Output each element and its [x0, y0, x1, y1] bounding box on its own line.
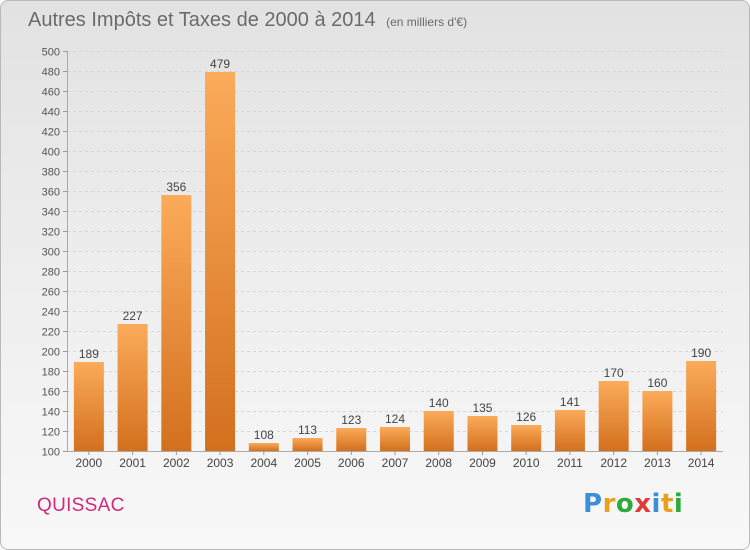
- x-tick-label: 2011: [557, 456, 583, 470]
- x-tick-label: 2013: [644, 456, 671, 470]
- bar-chart: 100 120 140 160 180 200 220 240 260 280 300 320 340 3…: [42, 47, 723, 470]
- data-label: 160: [647, 376, 667, 390]
- y-tick-label: 200: [42, 347, 60, 359]
- place-name: QUISSAC: [37, 495, 125, 516]
- bars: [73, 72, 717, 451]
- bar-2009: [467, 416, 498, 451]
- data-labels: 189 227 356 479 108 113 123 124 140 135 126 141 170 1…: [79, 57, 712, 442]
- logo-letter: o: [615, 489, 635, 519]
- y-tick-label: 180: [42, 367, 60, 379]
- bar-2007: [380, 427, 410, 451]
- bar-2012: [598, 381, 629, 451]
- y-tick-label: 160: [42, 387, 60, 399]
- bar-2013: [642, 391, 673, 451]
- y-tick-label: 300: [42, 247, 60, 259]
- x-tick-label: 2001: [119, 456, 146, 470]
- y-tick-label: 460: [42, 87, 60, 99]
- data-label: 113: [298, 423, 317, 437]
- data-label: 141: [560, 395, 580, 409]
- y-tick-label: 120: [42, 427, 60, 439]
- y-tick-label: 100: [42, 447, 60, 459]
- data-label: 135: [472, 401, 492, 415]
- y-tick-label: 400: [42, 147, 60, 159]
- y-tick-label: 140: [42, 407, 60, 419]
- bar-2001: [117, 324, 148, 451]
- data-label: 479: [210, 57, 230, 71]
- data-label: 124: [385, 412, 405, 426]
- bar-2008: [423, 411, 454, 451]
- data-label: 189: [79, 347, 99, 361]
- y-tick-label: 260: [42, 287, 60, 299]
- y-tick-label: 500: [42, 47, 60, 59]
- x-tick-label: 2002: [163, 456, 190, 470]
- x-tick-label: 2008: [425, 456, 452, 470]
- x-tick-label: 2010: [513, 456, 540, 470]
- bar-2005: [292, 438, 323, 451]
- data-label: 227: [123, 309, 143, 323]
- data-label: 126: [516, 410, 536, 424]
- logo-letter: P: [583, 489, 603, 519]
- x-tick-label: 2000: [76, 456, 103, 470]
- logo-letter: t: [660, 489, 674, 519]
- bar-2004: [248, 443, 279, 451]
- data-label: 170: [604, 366, 624, 380]
- y-tick-label: 240: [42, 307, 60, 319]
- y-tick-labels: 100 120 140 160 180 200 220 240 260 280 300 320 340 3…: [42, 47, 60, 459]
- y-tick-label: 380: [42, 167, 60, 179]
- chart-title: Autres Impôts et Taxes de 2000 à 2014: [28, 9, 376, 31]
- y-tick-label: 220: [42, 327, 60, 339]
- x-tick-label: 2003: [207, 456, 234, 470]
- x-tick-label: 2012: [600, 456, 627, 470]
- bar-2006: [336, 428, 367, 451]
- x-tick-label: 2009: [469, 456, 496, 470]
- y-tick-label: 440: [42, 107, 60, 119]
- bar-2000: [73, 362, 104, 451]
- x-tick-label: 2004: [250, 456, 277, 470]
- bar-2002: [161, 195, 192, 451]
- x-tick-label: 2005: [294, 456, 321, 470]
- y-tick-label: 480: [42, 67, 60, 79]
- logo-letter: i: [651, 489, 661, 519]
- data-label: 356: [166, 180, 186, 194]
- x-tick-label: 2014: [688, 456, 715, 470]
- data-label: 190: [691, 346, 711, 360]
- bar-2003: [205, 72, 236, 451]
- data-label: 108: [254, 428, 274, 442]
- proxiti-logo: Proxiti: [583, 489, 683, 519]
- logo-letter: i: [673, 489, 684, 519]
- data-label: 140: [429, 396, 449, 410]
- y-tick-label: 320: [42, 227, 60, 239]
- logo-letter: r: [602, 489, 616, 519]
- data-label: 123: [341, 413, 361, 427]
- y-tick-label: 340: [42, 207, 60, 219]
- y-tick-label: 420: [42, 127, 60, 139]
- y-tick-label: 280: [42, 267, 60, 279]
- chart-unit: (en milliers d'€): [386, 15, 468, 29]
- bar-2010: [511, 425, 542, 451]
- y-tick-label: 360: [42, 187, 60, 199]
- bar-2014: [686, 361, 717, 451]
- logo-letter: x: [634, 489, 652, 519]
- x-tick-label: 2007: [382, 456, 409, 470]
- x-tick-labels: 2000 2001 2002 2003 2004 2005 2006 2007 2008 2009…: [76, 451, 715, 470]
- bar-2011: [554, 410, 585, 451]
- x-tick-label: 2006: [338, 456, 365, 470]
- chart-title-block: Autres Impôts et Taxes de 2000 à 2014 (e…: [28, 9, 467, 32]
